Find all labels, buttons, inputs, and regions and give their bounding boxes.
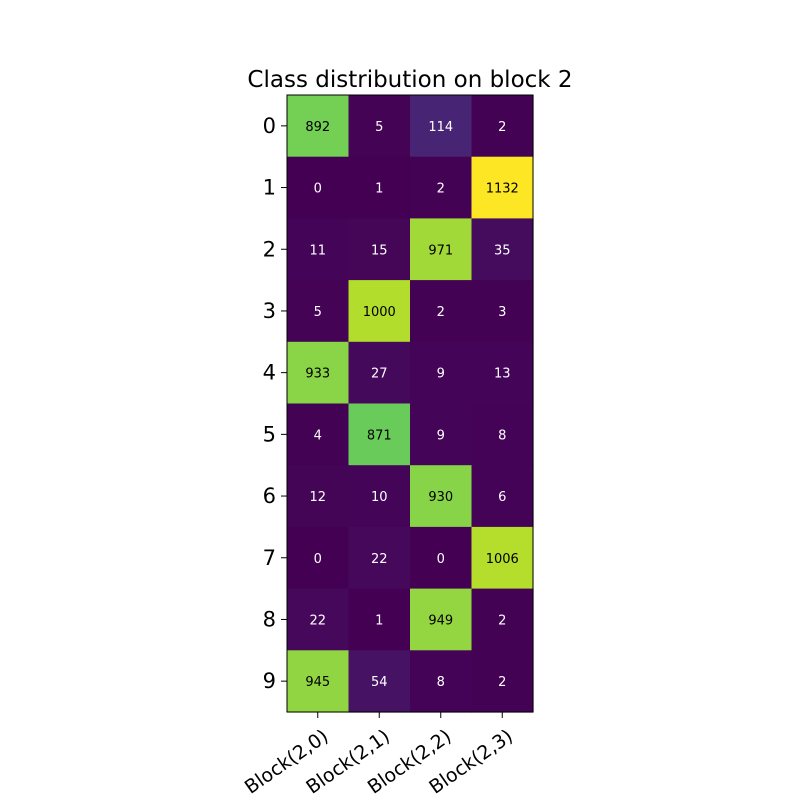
- chart-title: Class distribution on block 2: [247, 67, 572, 93]
- y-tick-label-3: 3: [263, 299, 276, 323]
- y-tick-label-0: 0: [263, 114, 276, 138]
- heatmap-cell-r1-c2: [410, 156, 473, 219]
- heatmap-cell-r2-c0: [287, 218, 350, 281]
- cell-value-label-r4-c3: 13: [494, 367, 511, 382]
- cell-value-label-r1-c0: 0: [314, 182, 322, 197]
- cell-value-label-r3-c2: 2: [437, 305, 445, 320]
- cell-value-label-r8-c1: 1: [375, 613, 383, 628]
- heatmap-cell-r8-c2: [410, 588, 473, 651]
- cell-value-label-r4-c0: 933: [305, 367, 330, 382]
- heatmap-cell-r1-c0: [287, 156, 350, 219]
- heatmap-cell-r4-c3: [471, 341, 534, 405]
- heatmap-cell-r0-c0: [287, 95, 350, 158]
- y-tick-label-2: 2: [263, 237, 276, 261]
- heatmap-cell-r6-c1: [348, 465, 411, 528]
- heatmap-cell-r1-c1: [348, 156, 411, 219]
- heatmap-cell-r3-c1: [348, 280, 411, 343]
- cell-value-label-r7-c2: 0: [437, 552, 445, 567]
- heatmap-cell-r7-c2: [410, 526, 473, 590]
- cell-value-label-r9-c2: 8: [437, 675, 445, 690]
- cell-value-label-r3-c1: 1000: [363, 305, 396, 320]
- heatmap-cell-r2-c3: [471, 218, 534, 281]
- cell-value-label-r6-c1: 10: [371, 490, 388, 505]
- heatmap-cell-r9-c2: [410, 650, 473, 713]
- heatmap-cell-r9-c0: [287, 650, 350, 713]
- y-tick-label-4: 4: [263, 361, 276, 385]
- heatmap-cell-r5-c2: [410, 403, 473, 466]
- cell-value-label-r4-c2: 9: [437, 367, 445, 382]
- x-axis: Block(2,0)Block(2,1)Block(2,2)Block(2,3): [241, 712, 517, 799]
- cell-value-label-r1-c2: 2: [437, 182, 445, 197]
- heatmap-cell-r8-c0: [287, 588, 350, 651]
- heatmap-cell-r3-c2: [410, 280, 473, 343]
- y-tick-label-8: 8: [263, 607, 276, 631]
- cell-value-label-r0-c2: 114: [428, 120, 453, 135]
- cell-value-label-r5-c3: 8: [498, 428, 506, 443]
- y-tick-label-7: 7: [263, 546, 276, 570]
- cell-value-label-r3-c3: 3: [498, 305, 506, 320]
- y-tick-label-6: 6: [263, 484, 276, 508]
- heatmap-cell-r6-c2: [410, 465, 473, 528]
- y-tick-label-9: 9: [263, 669, 276, 693]
- cell-value-label-r8-c3: 2: [498, 613, 506, 628]
- heatmap-cell-r4-c0: [287, 341, 350, 405]
- heatmap-cell-r0-c3: [471, 95, 534, 158]
- heatmap-cell-r4-c1: [348, 341, 411, 405]
- cell-value-label-r9-c1: 54: [371, 675, 388, 690]
- cell-value-label-r6-c0: 12: [309, 490, 326, 505]
- heatmap-cell-r5-c0: [287, 403, 350, 466]
- cell-value-label-r5-c1: 871: [367, 428, 392, 443]
- cell-value-label-r7-c0: 0: [314, 552, 322, 567]
- cell-value-label-r2-c3: 35: [494, 243, 511, 258]
- heatmap-cell-r6-c0: [287, 465, 350, 528]
- heatmap-cell-r9-c3: [471, 650, 534, 713]
- cell-value-label-r6-c2: 930: [428, 490, 453, 505]
- heatmap-cell-r2-c1: [348, 218, 411, 281]
- cell-value-label-r0-c1: 5: [375, 120, 383, 135]
- cell-value-label-r4-c1: 27: [371, 367, 388, 382]
- cell-value-label-r0-c0: 892: [305, 120, 330, 135]
- cell-value-label-r2-c2: 971: [428, 243, 453, 258]
- cell-value-label-r0-c3: 2: [498, 120, 506, 135]
- cell-value-label-r2-c1: 15: [371, 243, 388, 258]
- heatmap-cell-r0-c1: [348, 95, 411, 158]
- cell-value-label-r3-c0: 5: [314, 305, 322, 320]
- cell-value-label-r5-c2: 9: [437, 428, 445, 443]
- cell-value-label-r8-c0: 22: [309, 613, 326, 628]
- heatmap-cell-r6-c3: [471, 465, 534, 528]
- heatmap-cell-r8-c1: [348, 588, 411, 651]
- heatmap-cell-r5-c3: [471, 403, 534, 466]
- cell-value-label-r1-c1: 1: [375, 182, 383, 197]
- cell-value-label-r9-c3: 2: [498, 675, 506, 690]
- cell-value-label-r5-c0: 4: [314, 428, 322, 443]
- cell-value-label-r7-c3: 1006: [486, 552, 519, 567]
- heatmap-cell-r7-c0: [287, 526, 350, 590]
- cell-value-label-r9-c0: 945: [305, 675, 330, 690]
- heatmap-cell-r4-c2: [410, 341, 473, 405]
- cell-value-label-r7-c1: 22: [371, 552, 388, 567]
- heatmap-cell-r5-c1: [348, 403, 411, 466]
- heatmap-cell-r3-c0: [287, 280, 350, 343]
- heatmap-cell-r1-c3: [471, 156, 534, 219]
- y-axis: 0 1 2 3 4 5 6 7 8 9: [263, 114, 287, 693]
- cell-value-label-r1-c3: 1132: [486, 182, 519, 197]
- y-tick-label-5: 5: [263, 422, 276, 446]
- cell-value-label-r2-c0: 11: [309, 243, 326, 258]
- cell-value-label-r6-c3: 6: [498, 490, 506, 505]
- y-tick-label-1: 1: [263, 176, 276, 200]
- heatmap-cells: [287, 95, 534, 713]
- cell-value-label-r8-c2: 949: [428, 613, 453, 628]
- heatmap-cell-r7-c3: [471, 526, 534, 590]
- heatmap-cell-r2-c2: [410, 218, 473, 281]
- heatmap-cell-r7-c1: [348, 526, 411, 590]
- heatmap-cell-r8-c3: [471, 588, 534, 651]
- heatmap-cell-r0-c2: [410, 95, 473, 158]
- heatmap-cell-r3-c3: [471, 280, 534, 343]
- heatmap-cell-r9-c1: [348, 650, 411, 713]
- plot-frame: [286, 94, 534, 713]
